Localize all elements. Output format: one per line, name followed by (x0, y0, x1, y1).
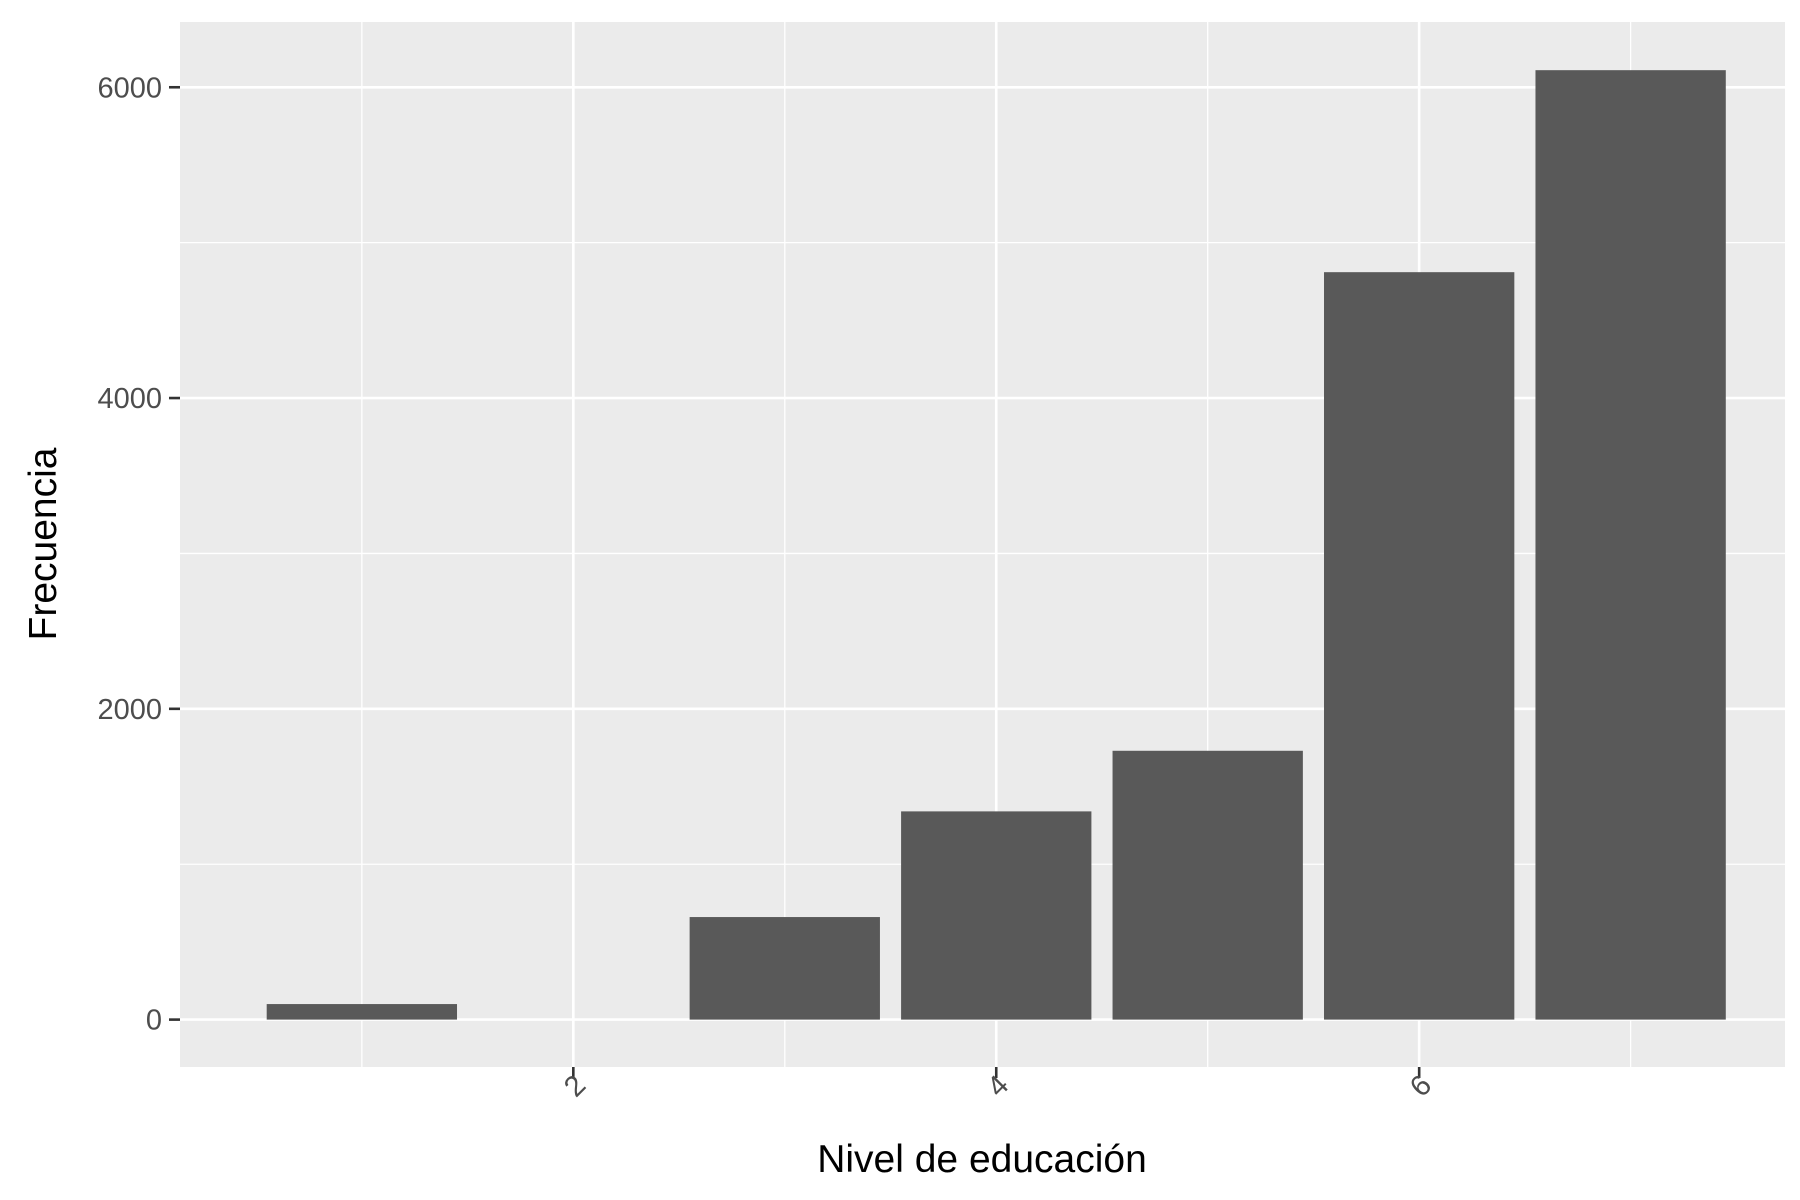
bar (901, 811, 1092, 1020)
y-tick-label: 6000 (97, 72, 162, 104)
bar (1324, 272, 1515, 1020)
x-axis-title: Nivel de educación (817, 1138, 1147, 1181)
y-axis-title: Frecuencia (22, 447, 65, 640)
bar (1535, 70, 1726, 1020)
y-tick-label: 4000 (97, 383, 162, 415)
y-axis: 0 2000 4000 6000 (97, 72, 180, 1037)
x-tick-label: 2 (558, 1069, 592, 1103)
bar (689, 917, 880, 1020)
bar (266, 1004, 458, 1020)
bars (266, 70, 1726, 1020)
x-tick-label: 4 (981, 1069, 1015, 1103)
x-tick-label: 6 (1404, 1069, 1438, 1103)
y-tick-label: 2000 (97, 694, 162, 726)
x-axis: 2 4 6 (558, 1067, 1438, 1103)
bar (1112, 750, 1303, 1020)
y-tick-label: 0 (146, 1005, 162, 1037)
